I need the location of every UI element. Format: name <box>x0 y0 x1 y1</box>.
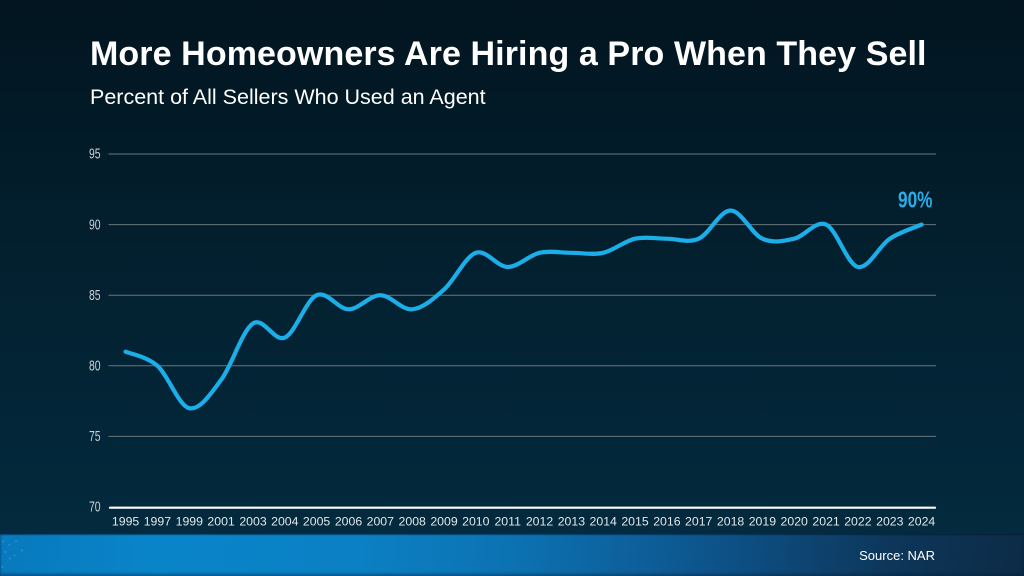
svg-text:2011: 2011 <box>494 515 521 529</box>
svg-text:1997: 1997 <box>144 515 172 529</box>
svg-text:2012: 2012 <box>526 515 554 529</box>
svg-text:2010: 2010 <box>462 515 490 529</box>
svg-text:1995: 1995 <box>112 515 140 529</box>
svg-text:2023: 2023 <box>876 515 904 529</box>
svg-text:90: 90 <box>89 217 101 233</box>
svg-text:2003: 2003 <box>239 515 267 529</box>
svg-text:2014: 2014 <box>590 515 618 529</box>
svg-text:2008: 2008 <box>399 515 427 529</box>
svg-text:2004: 2004 <box>271 515 299 529</box>
svg-text:2005: 2005 <box>303 515 331 529</box>
svg-text:2020: 2020 <box>781 515 809 529</box>
svg-text:85: 85 <box>89 288 101 304</box>
svg-text:2009: 2009 <box>430 515 458 529</box>
svg-text:2019: 2019 <box>749 515 777 529</box>
svg-text:70: 70 <box>89 499 101 515</box>
svg-text:2001: 2001 <box>207 515 235 529</box>
svg-text:1999: 1999 <box>176 515 204 529</box>
svg-text:2024: 2024 <box>908 515 936 529</box>
svg-text:2018: 2018 <box>717 515 745 529</box>
svg-text:75: 75 <box>89 429 101 445</box>
svg-text:2017: 2017 <box>685 515 713 529</box>
svg-text:95: 95 <box>89 147 101 163</box>
svg-text:2007: 2007 <box>367 515 395 529</box>
svg-text:2015: 2015 <box>621 515 649 529</box>
svg-text:2021: 2021 <box>812 515 840 529</box>
svg-text:2013: 2013 <box>558 515 586 529</box>
svg-text:2016: 2016 <box>653 515 681 529</box>
svg-text:90%: 90% <box>898 187 933 213</box>
svg-text:2006: 2006 <box>335 515 363 529</box>
svg-text:80: 80 <box>89 359 101 375</box>
svg-text:2022: 2022 <box>844 515 872 529</box>
